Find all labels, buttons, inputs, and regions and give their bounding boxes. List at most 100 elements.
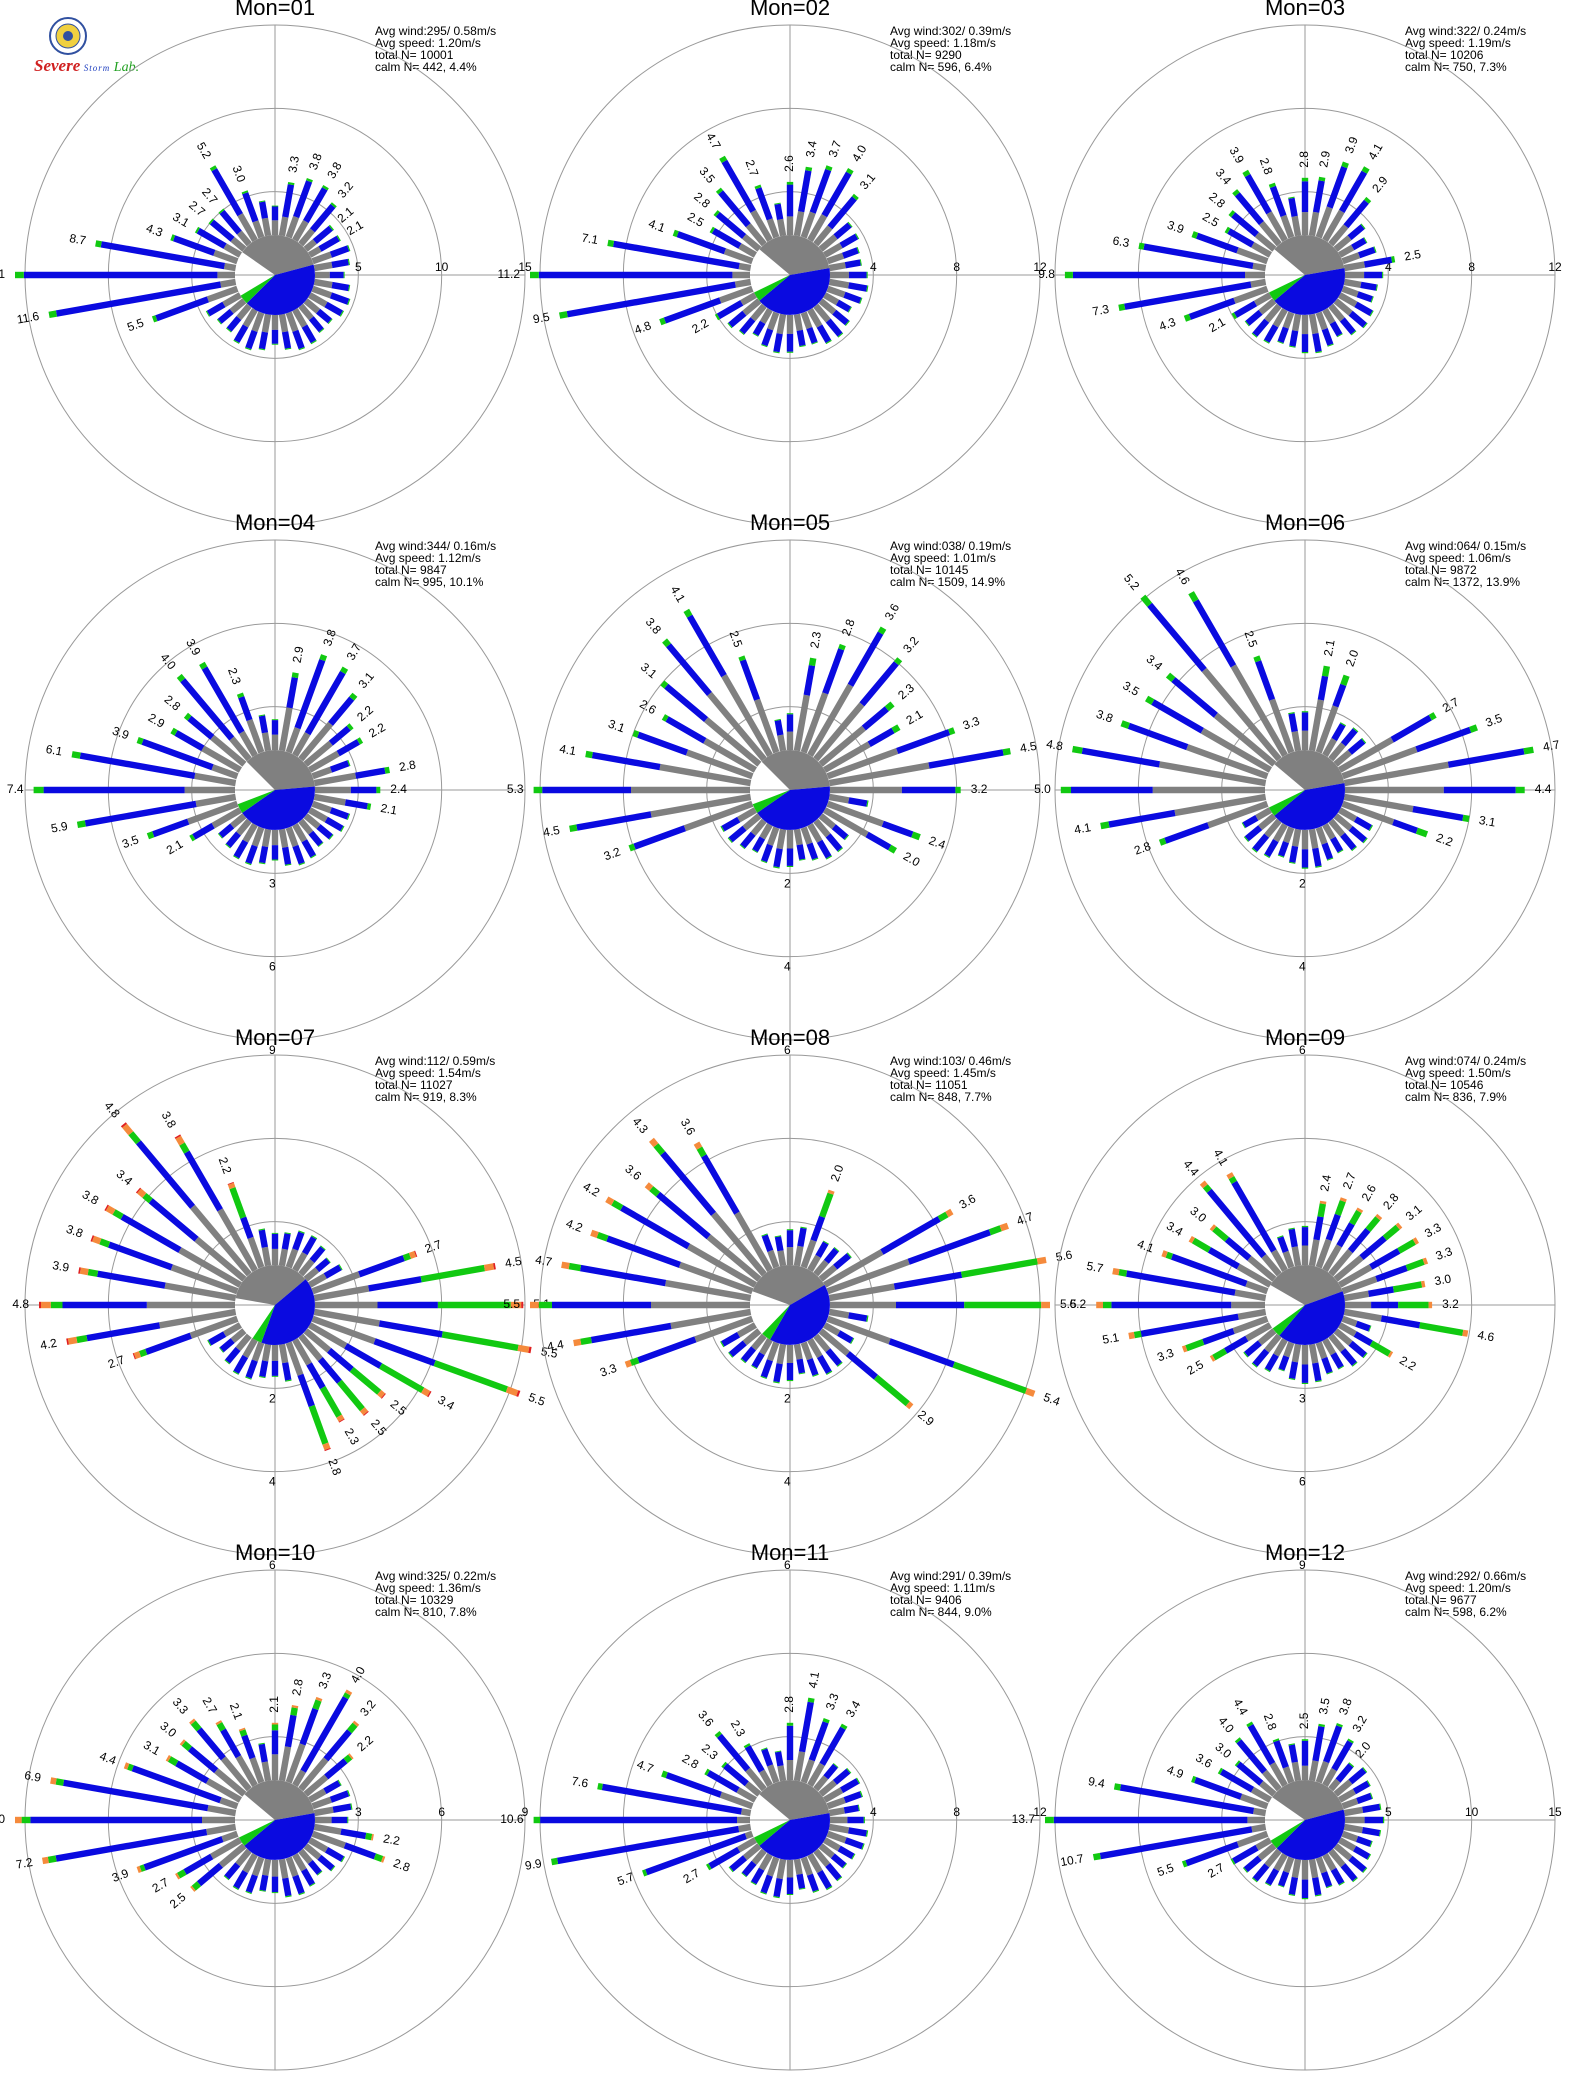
bar-green-segment [328, 224, 334, 231]
bar-orange-segment [1181, 1345, 1188, 1353]
bar-gray-segment [315, 786, 351, 794]
bar-green-segment [1133, 1330, 1142, 1339]
bar-gray-segment [706, 1234, 762, 1282]
bar-blue-segment [233, 1354, 249, 1374]
bar-blue-segment [324, 301, 343, 317]
bar-blue-segment [806, 1358, 819, 1376]
total-n-stat: total N= 9406 [890, 1593, 962, 1607]
bar-gray-segment [813, 303, 831, 323]
bar-blue-segment [211, 168, 243, 217]
bar-green-segment [1244, 320, 1250, 327]
bar-gray-segment [285, 1856, 299, 1877]
bar-green-segment [533, 1816, 541, 1824]
bar-gray-segment [292, 823, 308, 843]
bar-value-label: 3.8 [1336, 1696, 1355, 1717]
calm-n-stat: calm N= 919, 8.3% [375, 1090, 477, 1104]
bar-gray-segment [235, 1333, 252, 1352]
bar-green-segment [433, 1360, 508, 1393]
bar-green-segment [1375, 284, 1378, 291]
bar-gray-segment [793, 1343, 803, 1360]
bar-blue-segment [1321, 328, 1334, 346]
bar-gray-segment [1341, 1276, 1378, 1295]
bar-green-segment [866, 271, 868, 279]
bar-blue-segment [837, 1330, 854, 1344]
bar-blue-segment [148, 1198, 199, 1242]
bar-blue-segment [1353, 816, 1372, 831]
bar-blue-segment [718, 190, 751, 228]
bar-blue-segment [1371, 1301, 1399, 1309]
bar-blue-segment [324, 1758, 348, 1780]
bar-blue-segment [225, 1346, 241, 1364]
bar-green-segment [287, 182, 295, 186]
total-n-stat: total N= 9290 [890, 48, 962, 62]
bar-blue-segment [739, 659, 761, 701]
bar-blue-segment [173, 235, 216, 256]
bar-green-segment [236, 692, 245, 699]
bar-value-label: 2.3 [342, 1426, 363, 1448]
bar-green-segment [347, 245, 351, 252]
bar-blue-segment [344, 1343, 383, 1369]
bar-orange-segment [1387, 1351, 1394, 1358]
bar-blue-segment [711, 228, 742, 249]
bar-blue-segment [848, 271, 867, 279]
bar-blue-segment [1289, 845, 1299, 863]
avg-wind-stat: Avg wind:325/ 0.22m/s [375, 1569, 496, 1583]
bar-gray-segment [308, 1273, 327, 1288]
bar-value-label: 2.2 [1434, 830, 1455, 849]
bar-blue-segment [1232, 1844, 1259, 1864]
avg-speed-stat: Avg speed: 1.19m/s [1405, 36, 1511, 50]
bar-orange-segment [510, 1301, 522, 1309]
ring-label: 6 [784, 1043, 791, 1057]
bar-gray-segment [631, 786, 750, 794]
bar-gray-segment [278, 313, 289, 333]
bar-blue-segment [325, 1847, 345, 1862]
bar-value-label: 2.8 [162, 692, 184, 714]
bar-gray-segment [1283, 1341, 1295, 1358]
bar-value-label: 7.1 [580, 230, 599, 247]
bar-value-label: 2.7 [681, 1866, 703, 1887]
bar-blue-segment [739, 317, 756, 335]
bar-gray-segment [1328, 818, 1346, 837]
bar-gray-segment [1308, 1239, 1320, 1267]
bar-green-segment [1315, 865, 1322, 868]
bar-value-label: 3.0 [1433, 1271, 1452, 1288]
bar-blue-segment [331, 281, 350, 292]
bar-green-segment [1348, 1762, 1355, 1768]
bar-blue-segment [773, 848, 783, 868]
bar-value-label: 3.3 [1422, 1220, 1444, 1241]
bar-green-segment [271, 719, 279, 721]
bar-gray-segment [1230, 664, 1288, 757]
bar-green-segment [298, 347, 305, 351]
bar-value-label: 5.9 [50, 819, 69, 836]
bar-gray-segment [1301, 830, 1309, 850]
bar-blue-segment [1358, 246, 1376, 259]
bar-blue-segment [601, 1783, 742, 1815]
bar-gray-segment [1283, 826, 1295, 844]
bar-gray-segment [826, 1830, 847, 1844]
bar-green-segment [1118, 303, 1126, 311]
bar-orange-segment [42, 1856, 49, 1865]
bar-green-segment [308, 1404, 329, 1445]
bar-green-segment [798, 1372, 806, 1375]
bar-blue-segment [1312, 333, 1322, 353]
bar-value-label: 4.2 [39, 1336, 58, 1353]
bar-green-segment [799, 858, 806, 861]
bar-green-segment [233, 855, 240, 860]
bar-blue-segment [43, 786, 185, 794]
bar-blue-segment [1081, 747, 1160, 768]
bar-value-label: 2.3 [225, 666, 244, 687]
bar-gray-segment [767, 826, 780, 846]
bar-gray-segment [261, 1246, 272, 1267]
avg-speed-stat: Avg speed: 1.20m/s [375, 36, 481, 50]
bar-gray-segment [1254, 232, 1277, 252]
bar-blue-segment [1332, 683, 1347, 708]
calm-n-stat: calm N= 836, 7.9% [1405, 1090, 1507, 1104]
bar-value-label: 4.3 [144, 221, 165, 240]
bar-value-label: 2.8 [1132, 839, 1153, 858]
calm-green-sector [237, 790, 275, 813]
bar-green-segment [1277, 1884, 1285, 1888]
bar-value-label: 9.0 [0, 1812, 5, 1826]
bar-blue-segment [839, 233, 859, 249]
bar-blue-segment [1331, 1740, 1353, 1772]
